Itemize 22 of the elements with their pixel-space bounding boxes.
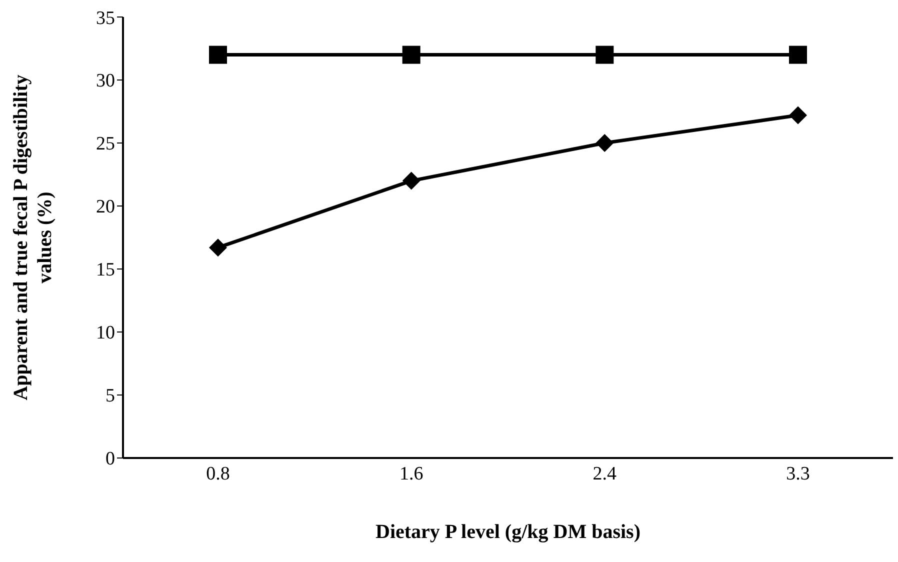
y-axis-title: Apparent and true fecal P digestibility values (%) xyxy=(10,74,56,400)
y-tick-label: 25 xyxy=(96,134,115,155)
point xyxy=(789,106,807,124)
x-tick-label: 1.6 xyxy=(399,463,424,484)
x-tick-label: 0.8 xyxy=(206,463,230,484)
x-tick-label: 3.3 xyxy=(786,463,810,484)
point xyxy=(209,46,227,64)
y-tick-label: 10 xyxy=(96,322,115,344)
x-tick-label: 2.4 xyxy=(592,463,618,484)
point xyxy=(402,46,420,64)
point xyxy=(402,172,420,190)
y-tick-label: 20 xyxy=(96,196,115,218)
y-tick-label: 0 xyxy=(106,448,115,470)
point xyxy=(596,134,614,152)
point xyxy=(789,46,807,64)
y-tick-label: 15 xyxy=(96,260,115,281)
y-tick-label: 30 xyxy=(96,70,115,92)
y-tick-label: 35 xyxy=(96,8,115,29)
point xyxy=(209,238,227,257)
point xyxy=(596,46,614,64)
x-axis-title: Dietary P level (g/kg DM basis) xyxy=(376,521,640,543)
y-tick-label: 5 xyxy=(106,386,115,407)
